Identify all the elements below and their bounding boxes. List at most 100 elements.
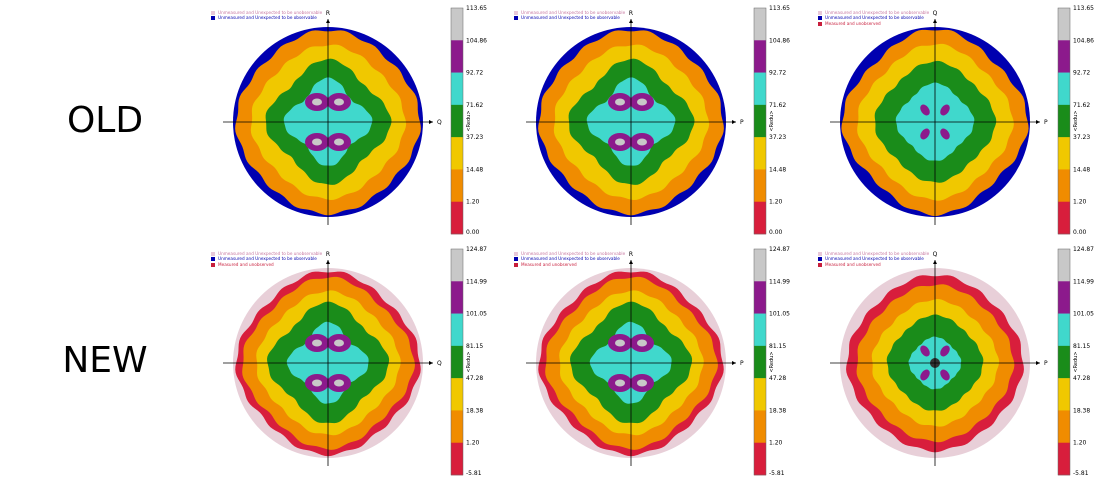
colorbar-segment [1058, 313, 1070, 347]
colorbar-tick-label: 92.72 [466, 70, 483, 77]
colorbar-tick-label: 92.72 [1073, 70, 1090, 77]
centre-spot [940, 128, 950, 140]
centre-core [615, 138, 625, 146]
legend-swatch [514, 251, 518, 256]
colorbar-segment [754, 281, 766, 314]
colorbar-title: <Redu> [769, 110, 775, 131]
legend-label: Measured and unobserved [521, 261, 577, 267]
vertical-axis-label: Q [933, 251, 938, 258]
legend-label: Unmeasured and Unexpected to be observab… [825, 15, 924, 21]
legend-label: Unmeasured and Unexpected to be unobserv… [218, 251, 323, 256]
colorbar-frame [1057, 7, 1071, 235]
colorbar-segment [754, 249, 766, 282]
legend-label: Unmeasured and Unexpected to be unobserv… [825, 10, 930, 15]
legend-label: Unmeasured and Unexpected to be unobserv… [521, 10, 626, 15]
legend-swatch [211, 10, 215, 15]
colorbar-tick-label: 37.23 [769, 134, 786, 141]
colorbar-title: <Redu> [769, 351, 775, 372]
colorbar-tick-label: 47.28 [466, 375, 483, 382]
legend-label: Unmeasured and Unexpected to be observab… [521, 256, 620, 262]
legend-swatch [818, 262, 822, 267]
colorbar-tick-label: 1.20 [466, 440, 480, 447]
colorbar-tick-label: 104.86 [1073, 37, 1094, 44]
colorbar-tick-label: 71.62 [466, 102, 483, 109]
legend-swatch [211, 257, 215, 262]
legend-swatch [818, 16, 822, 21]
legend-swatch [818, 251, 822, 256]
colorbar-tick-label: 81.15 [1073, 343, 1090, 350]
colorbar-segment [451, 249, 463, 282]
colorbar-segment [451, 40, 463, 73]
legend-item: Unmeasured and Unexpected to be unobserv… [514, 251, 625, 256]
colorbar-segment [1058, 137, 1070, 170]
colorbar-segment [1058, 345, 1070, 379]
heatmap-svg: Q P 113.65 104.86 92.72 71.62 37.23 14.48 1.20 0.… [830, 5, 1094, 236]
colorbar-tick-label: 0.00 [769, 229, 783, 236]
legend-label: Unmeasured and Unexpected to be observab… [521, 15, 620, 21]
colorbar-frame [753, 248, 767, 476]
legend-label: Unmeasured and Unexpected to be observab… [825, 256, 924, 262]
horizontal-axis-label: Q [437, 360, 442, 367]
legend-item: Unmeasured and Unexpected to be unobserv… [818, 10, 929, 15]
colorbar-tick-label: 124.87 [1073, 246, 1094, 253]
axis-arrow [933, 260, 937, 264]
colorbar-segment [754, 410, 766, 444]
legend-swatch [211, 16, 215, 21]
colorbar-tick-label: 81.15 [769, 343, 786, 350]
legend-item: Measured and unobserved [818, 262, 929, 267]
colorbar-title: <Redu> [466, 110, 472, 131]
heatmap-svg: Q P 124.87 114.99 101.05 81.15 47.28 18.38 1.20 -… [830, 246, 1094, 477]
colorbar-segment [1058, 281, 1070, 314]
vertical-axis-label: R [629, 251, 633, 258]
colorbar-segment [1058, 410, 1070, 444]
vertical-axis-label: R [326, 251, 330, 258]
centre-core [615, 339, 625, 347]
colorbar-tick-label: 124.87 [769, 246, 790, 253]
heatmap-panel-6: Q P 124.87 114.99 101.05 81.15 47.28 18.38 1.20 -… [812, 245, 1102, 481]
colorbar-segment [451, 8, 463, 41]
colorbar-segment [754, 201, 766, 235]
heatmap-svg: R P 113.65 104.86 92.72 71.62 37.23 14.48 1.20 0.… [526, 5, 790, 236]
colorbar-segment [754, 345, 766, 379]
colorbar-tick-label: 1.20 [769, 440, 783, 447]
colorbar-segment [1058, 72, 1070, 106]
colorbar-segment [754, 313, 766, 347]
colorbar-tick-label: 14.48 [1073, 166, 1090, 173]
colorbar-tick-label: 1.20 [1073, 199, 1087, 206]
colorbar-title: <Redu> [466, 351, 472, 372]
colorbar-tick-label: 124.87 [466, 246, 487, 253]
heatmap-panel-2: R P 113.65 104.86 92.72 71.62 37.23 14.48 1.20 0.… [508, 4, 798, 240]
axis-arrow [429, 361, 433, 365]
legend: Unmeasured and Unexpected to be unobserv… [211, 10, 322, 21]
legend-item: Unmeasured and Unexpected to be unobserv… [514, 10, 625, 15]
colorbar-segment [1058, 169, 1070, 203]
axis-arrow [1036, 361, 1040, 365]
colorbar-tick-label: -5.81 [769, 470, 785, 477]
legend-swatch [514, 257, 518, 262]
colorbar-segment [451, 442, 463, 476]
centre-core [637, 339, 647, 347]
colorbar-tick-label: 92.72 [769, 70, 786, 77]
legend-item: Measured and unobserved [818, 21, 929, 26]
colorbar-tick-label: 18.38 [1073, 407, 1090, 414]
colorbar-tick-label: 101.05 [466, 311, 487, 318]
legend-swatch [818, 21, 822, 26]
colorbar-tick-label: 1.20 [466, 199, 480, 206]
colorbar-frame [1057, 248, 1071, 476]
centre-spot [940, 369, 950, 381]
centre-core [312, 339, 322, 347]
colorbar-tick-label: 37.23 [1073, 134, 1090, 141]
colorbar-segment [1058, 201, 1070, 235]
centre-core [312, 98, 322, 106]
colorbar-tick-label: 101.05 [1073, 311, 1094, 318]
legend-item: Unmeasured and Unexpected to be observab… [818, 256, 929, 261]
legend-swatch [211, 251, 215, 256]
row-label-old: OLD [66, 100, 144, 141]
colorbar-tick-label: 1.20 [769, 199, 783, 206]
heatmap-panel-4: R Q 124.87 114.99 101.05 81.15 47.28 18.38 1.20 -… [205, 245, 495, 481]
colorbar-tick-label: 1.20 [1073, 440, 1087, 447]
colorbar-segment [754, 169, 766, 203]
centre-core [637, 98, 647, 106]
axis-arrow [429, 120, 433, 124]
legend-item: Unmeasured and Unexpected to be observab… [818, 15, 929, 20]
